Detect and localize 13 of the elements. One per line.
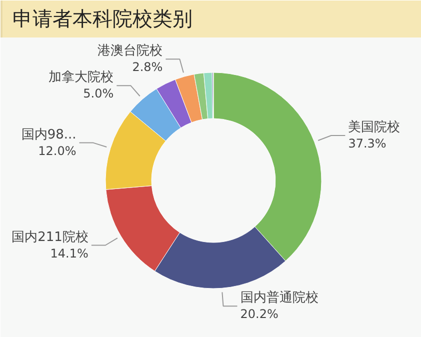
slice-label: 美国院校: [348, 119, 400, 135]
slice-label: 国内普通院校: [240, 290, 318, 306]
data-label: 2.8%: [132, 60, 163, 74]
chart-title: 申请者本科院校类别: [12, 6, 192, 30]
data-label: 20.2%: [240, 307, 278, 322]
slice-label: 国内98...: [21, 127, 76, 142]
slice-label: 港澳台院校: [98, 44, 163, 59]
slice-label: 加拿大院校: [48, 70, 114, 86]
data-label: 37.3%: [348, 136, 386, 150]
data-label: 5.0%: [83, 86, 114, 101]
data-label: 14.1%: [50, 246, 88, 260]
data-label: 12.0%: [38, 144, 76, 158]
slice-label: 国内211院校: [12, 230, 88, 245]
